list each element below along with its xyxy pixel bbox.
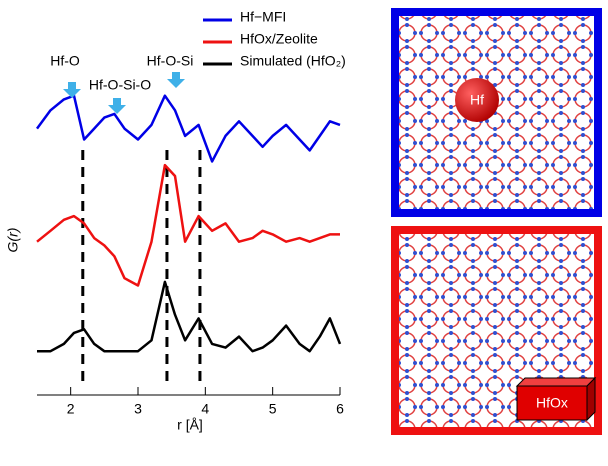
annotation: Hf-O-Si: [147, 53, 194, 69]
x-tick-label: 2: [67, 401, 75, 417]
legend-label: HfOx/Zeolite: [240, 31, 318, 47]
annotation: Hf-O-Si-O: [89, 77, 151, 93]
figure: G(r) r [Å] 2 3 4 5 6 Hf−MFI HfOx/Zeolite Simula…: [0, 0, 608, 466]
annotation: Hf-O: [50, 53, 80, 69]
legend-label: Hf−MFI: [240, 9, 286, 25]
arrow: [167, 72, 185, 88]
x-tick-label: 5: [269, 401, 277, 417]
x-tick-label: 6: [336, 401, 344, 417]
image-label: HfOx: [536, 395, 568, 411]
legend-label: Simulated (HfO₂): [240, 53, 346, 69]
x-axis-label: r [Å]: [177, 417, 203, 433]
hfox-cube-top: [517, 378, 595, 386]
y-axis-label: G(r): [5, 228, 21, 253]
x-tick-label: 4: [201, 401, 209, 417]
hfox-cube-side: [587, 378, 595, 420]
arrow: [63, 82, 81, 98]
image-label: Hf: [470, 92, 484, 108]
structure-image: [399, 16, 594, 209]
x-tick-label: 3: [134, 401, 142, 417]
arrow: [108, 98, 126, 114]
